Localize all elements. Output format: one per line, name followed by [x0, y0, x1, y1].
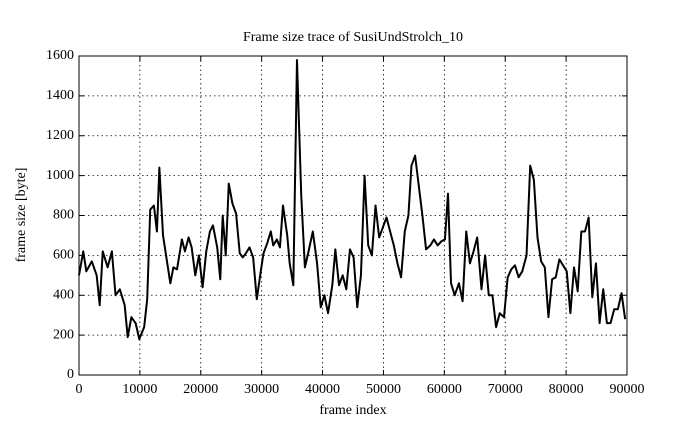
plot-frame [78, 55, 628, 376]
x-tick-label: 50000 [366, 382, 401, 397]
y-tick-label: 0 [67, 367, 74, 382]
x-tick-label: 10000 [122, 382, 157, 397]
x-tick-label: 0 [76, 382, 83, 397]
y-axis-label: frame size [byte] [14, 168, 29, 263]
y-tick-label: 200 [53, 327, 74, 342]
y-tick-label: 1000 [46, 168, 74, 183]
x-tick-label: 40000 [305, 382, 340, 397]
y-tick-label: 800 [53, 208, 74, 223]
y-tick-label: 1200 [46, 128, 74, 143]
y-tick-label: 1400 [46, 88, 74, 103]
x-axis-label: frame index [319, 403, 386, 418]
x-tick-label: 90000 [610, 382, 645, 397]
y-tick-label: 400 [53, 287, 74, 302]
data-line [78, 58, 627, 341]
x-tick-label: 70000 [488, 382, 523, 397]
x-tick-label: 80000 [549, 382, 584, 397]
y-tick-label: 600 [53, 248, 74, 263]
y-tick-label: 1600 [46, 48, 74, 63]
x-tick-label: 20000 [183, 382, 218, 397]
chart-title: Frame size trace of SusiUndStrolch_10 [243, 30, 463, 45]
x-tick-label: 30000 [244, 382, 279, 397]
x-tick-label: 60000 [427, 382, 462, 397]
